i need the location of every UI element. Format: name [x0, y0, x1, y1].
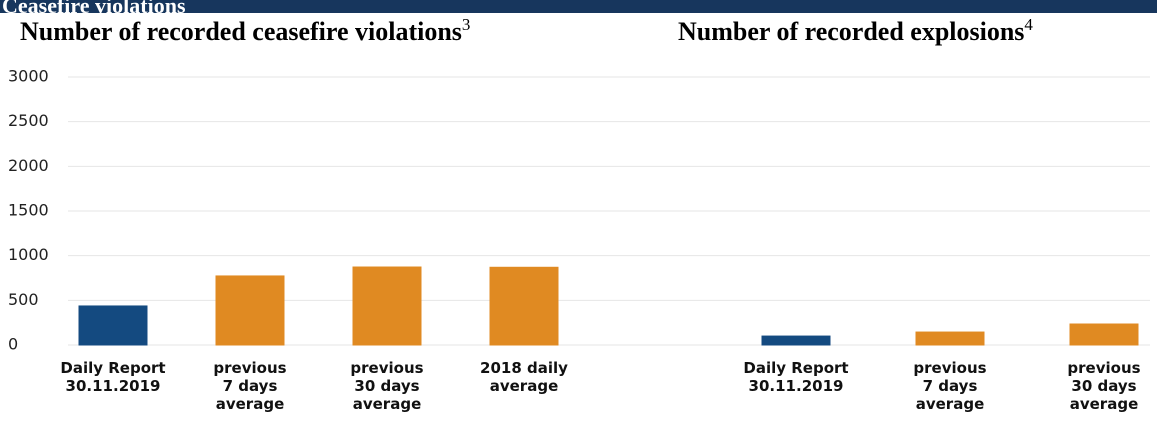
y-tick-label: 2000: [8, 156, 49, 175]
title-text: Number of recorded ceasefire violations: [20, 17, 462, 46]
x-tick-label: Daily Report 30.11.2019: [743, 359, 848, 395]
y-tick-label: 500: [8, 290, 39, 309]
x-tick-label: 2018 daily average: [480, 359, 568, 395]
bar: [215, 275, 285, 346]
x-tick-label: Daily Report 30.11.2019: [60, 359, 165, 395]
y-tick-label: 3000: [8, 67, 49, 86]
x-tick-label: previous 7 days average: [913, 359, 986, 413]
x-tick-label: previous 30 days average: [1067, 359, 1140, 413]
footnote: 4: [1024, 15, 1033, 34]
bar: [915, 331, 985, 346]
y-tick-label: 2500: [8, 111, 49, 130]
footnote: 3: [462, 15, 471, 34]
chart-title: Number of recorded explosions4: [678, 15, 1033, 46]
y-tick-label: 1500: [8, 201, 49, 220]
title-text: Number of recorded explosions: [678, 17, 1024, 46]
x-tick-label: previous 7 days average: [213, 359, 286, 413]
y-tick-label: 1000: [8, 245, 49, 264]
header-title: Ceasefire violations: [2, 0, 186, 18]
bar: [489, 266, 559, 346]
chart-title: Number of recorded ceasefire violations3: [20, 15, 470, 46]
x-tick-label: previous 30 days average: [350, 359, 423, 413]
bar: [78, 305, 148, 346]
y-tick-label: 0: [8, 335, 18, 354]
header-bar: [0, 0, 1157, 13]
bar: [352, 266, 422, 346]
bar: [1069, 323, 1139, 346]
bar: [761, 335, 831, 346]
